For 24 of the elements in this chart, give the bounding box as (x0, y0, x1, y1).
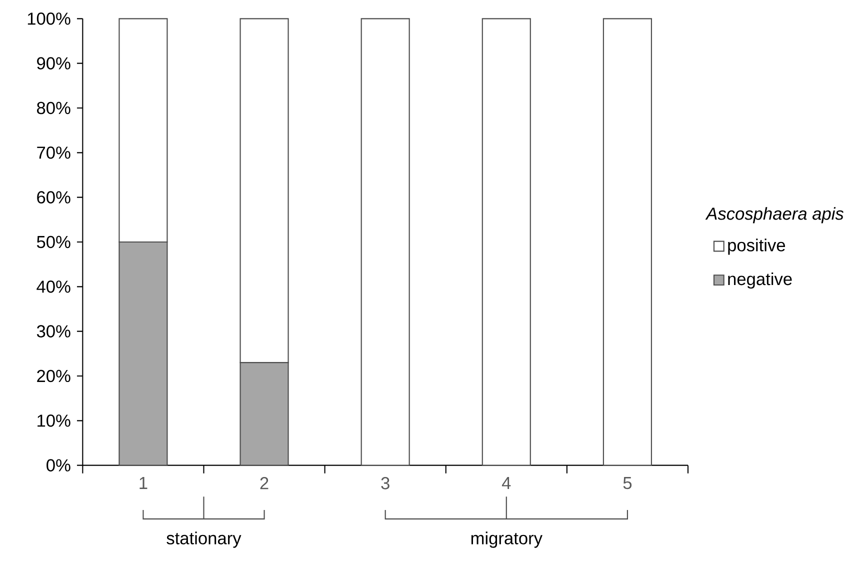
text: migratory (471, 532, 542, 548)
text: stationary (166, 532, 242, 548)
bar (482, 18, 531, 466)
y-tick-label: 60% (37, 191, 70, 204)
legend-title: Ascosphaera apis (705, 207, 844, 224)
x-tick-label: 1 (140, 477, 148, 489)
x-tick-label: 5 (623, 477, 632, 490)
bar (602, 18, 652, 466)
y-tick-label: 80% (37, 102, 70, 114)
legend-label: negative (728, 272, 792, 289)
y-tick-label: 90% (37, 57, 70, 70)
y-tick-label: 10% (38, 414, 70, 427)
x-tick-label: 4 (502, 477, 511, 489)
x-tick-label: 3 (381, 477, 390, 490)
y-tick-label: 70% (37, 146, 70, 159)
y-tick-label: 0% (46, 459, 70, 472)
bar (360, 18, 410, 466)
x-tick-label: 2 (260, 477, 268, 490)
y-tick-label: 50% (36, 236, 70, 248)
y-tick-label: 30% (36, 325, 70, 338)
legend-label: positive (728, 238, 786, 255)
y-tick-label: 40% (36, 280, 70, 293)
y-tick-label: 100% (28, 12, 70, 25)
y-tick-label: 20% (37, 370, 70, 382)
